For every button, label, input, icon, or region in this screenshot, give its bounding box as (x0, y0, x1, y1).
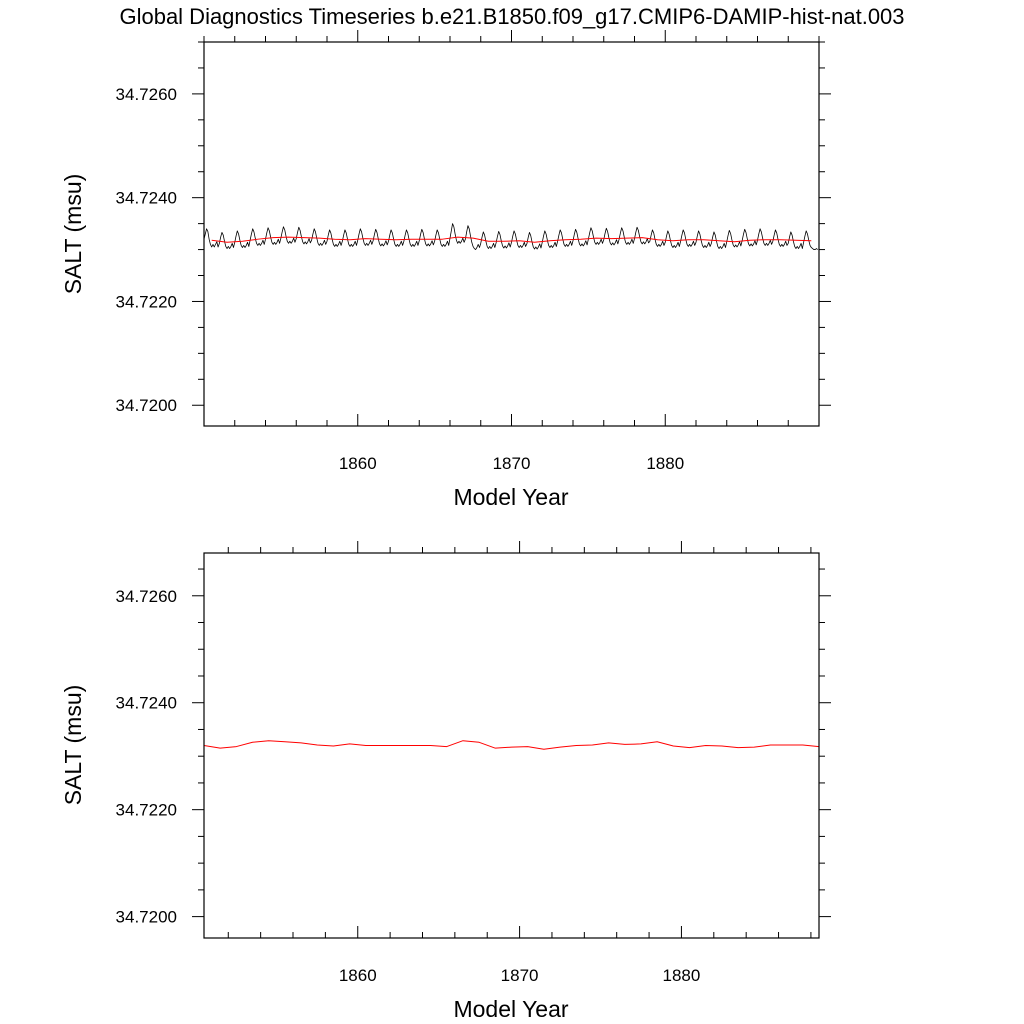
x-tick-label: 1880 (663, 966, 701, 985)
bottom-panel-series (203, 740, 820, 750)
y-tick-label: 34.7220 (116, 292, 177, 311)
bottom-panel-labels: 34.7200 34.7220 34.7240 34.7260 1860 1870 1880 (116, 587, 701, 985)
x-tick-label: 1870 (493, 454, 531, 473)
y-tick-label: 34.7240 (116, 189, 177, 208)
bottom-panel-y-axis-title: SALT (msu) (60, 685, 86, 806)
y-tick-label: 34.7220 (116, 801, 177, 820)
top-panel-labels: 34.7200 34.7220 34.7240 34.7260 1860 1870 1880 (116, 85, 685, 473)
x-tick-label: 1860 (339, 966, 377, 985)
y-tick-label: 34.7260 (116, 85, 177, 104)
chart-title: Global Diagnostics Timeseries b.e21.B185… (119, 4, 904, 29)
bottom-panel-ticks (192, 541, 831, 938)
bottom-panel-x-axis-title: Model Year (453, 996, 568, 1022)
top-panel: 34.7200 34.7220 34.7240 34.7260 1860 1870 1880… (60, 30, 831, 510)
annual-series-line (211, 236, 812, 243)
bottom-panel: 34.7200 34.7220 34.7240 34.7260 1860 1870 1880… (60, 541, 831, 1022)
top-panel-series (203, 223, 818, 250)
annual-series-line (203, 740, 820, 750)
top-panel-x-axis-title: Model Year (453, 484, 568, 510)
y-tick-label: 34.7200 (116, 908, 177, 927)
monthly-series-line (203, 223, 818, 250)
bottom-panel-frame (203, 552, 820, 939)
x-tick-label: 1870 (501, 966, 539, 985)
top-panel-ticks (192, 30, 831, 426)
y-tick-label: 34.7260 (116, 587, 177, 606)
x-tick-label: 1860 (339, 454, 377, 473)
y-tick-label: 34.7240 (116, 694, 177, 713)
top-panel-y-axis-title: SALT (msu) (60, 174, 86, 295)
x-tick-label: 1880 (646, 454, 684, 473)
y-tick-label: 34.7200 (116, 396, 177, 415)
top-panel-frame (203, 41, 820, 427)
